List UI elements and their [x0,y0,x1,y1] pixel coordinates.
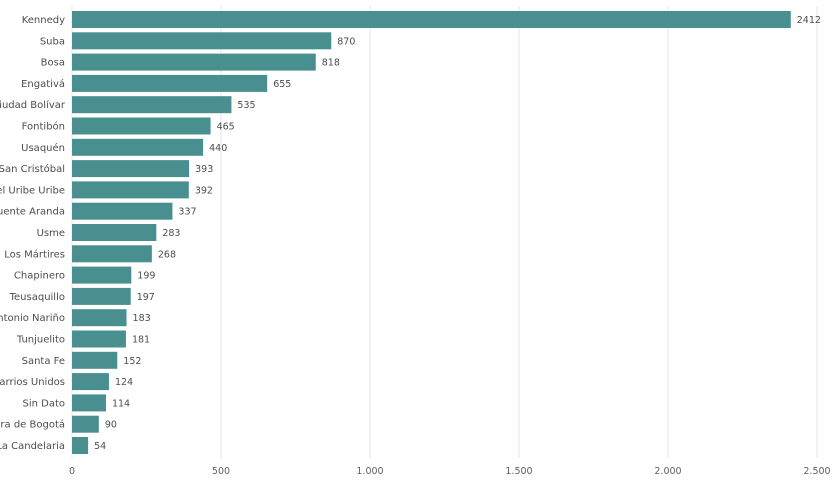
bars [72,11,791,454]
value-label: 392 [195,185,213,196]
category-label: Kennedy [22,15,65,26]
bar [72,96,232,114]
bar [72,53,316,71]
x-tick-label: 500 [212,466,230,477]
x-tick-label: 1.000 [356,466,383,477]
bar [72,181,189,199]
bar [72,245,152,263]
value-label: 199 [137,271,155,282]
category-label: Puente Aranda [0,207,65,218]
x-tick-label: 0 [69,466,75,477]
bar [72,117,211,135]
bar [72,394,106,412]
category-label: Chapinero [14,271,65,282]
bar [72,415,99,433]
x-tick-label: 2.000 [654,466,681,477]
value-label: 54 [94,441,106,452]
category-label: Fontibón [22,121,65,133]
category-label: Usaquén [21,142,65,154]
bar [72,373,109,391]
gridlines [71,6,818,458]
bar [72,160,190,178]
value-label: 818 [322,58,340,69]
x-tick-label: 1.500 [505,466,532,477]
value-label: 152 [123,356,141,367]
bar [72,74,268,92]
bar [72,32,332,50]
value-label: 870 [337,36,355,47]
category-label: Fuera de Bogotá [0,419,65,431]
category-label: Rafael Uribe Uribe [0,185,65,196]
value-label: 465 [217,122,235,133]
bar [72,224,157,241]
category-label: Los Mártires [4,248,65,260]
category-label: La Candelaria [0,441,65,452]
bar [72,351,118,369]
bar [72,437,89,454]
bar [72,330,126,348]
value-label: 2412 [797,15,821,26]
value-label: 114 [112,398,130,409]
value-label: 535 [237,100,255,111]
value-label: 268 [158,249,176,260]
category-label: Teusaquillo [9,292,65,303]
value-label: 90 [105,420,117,431]
value-label: 655 [273,79,291,90]
bar [72,266,132,284]
bar [72,202,173,220]
value-label: 181 [132,335,150,346]
value-label: 197 [137,292,155,303]
category-label: Engativá [21,78,65,90]
value-label: 393 [195,164,213,175]
bar [72,11,791,28]
value-label: 440 [209,143,227,154]
x-axis-ticks: 0 500 1.000 1.500 2.000 2.500 [69,466,831,477]
category-label: Tunjuelito [16,335,65,346]
category-label: Antonio Nariño [0,313,65,324]
category-label: Bosa [41,58,65,69]
value-label: 283 [162,228,180,239]
bar [72,309,127,327]
value-label: 183 [133,313,151,324]
bar [72,287,131,305]
category-label: Santa Fe [22,356,65,367]
bar [72,138,204,156]
category-label: Ciudad Bolívar [0,99,66,111]
value-label: 337 [178,207,196,218]
category-label: Sin Dato [22,398,65,409]
value-label: 124 [115,377,133,388]
category-label: Barrios Unidos [0,377,65,388]
category-label: Usme [37,228,65,239]
category-label: Suba [40,36,65,47]
x-tick-label: 2.500 [803,466,830,477]
category-labels: Kennedy Suba Bosa Engativá Ciudad Bolívar Fon… [0,15,66,452]
category-label: San Cristóbal [0,163,65,175]
